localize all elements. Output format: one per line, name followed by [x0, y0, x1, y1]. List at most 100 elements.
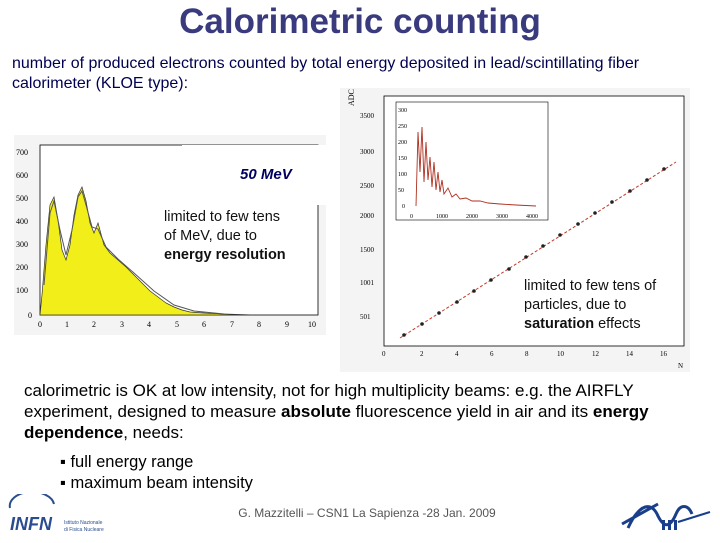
inset-y-tick: 250 [398, 124, 407, 130]
left-note-line: of MeV, due to [164, 228, 257, 244]
right-y-tick: 3000 [360, 148, 375, 156]
right-data-point [662, 167, 666, 171]
inset-frame [395, 101, 549, 221]
lab-logo-graphic [621, 502, 711, 530]
inset-y-tick: 0 [402, 204, 405, 210]
right-x-tick: 16 [660, 350, 668, 358]
body-bold-energy: energy dependence [24, 402, 649, 442]
inset-y-tick: 100 [398, 172, 407, 178]
right-data-point [437, 311, 441, 315]
inset-x-tick: 1000 [436, 214, 448, 220]
bullet-text: maximum beam intensity [70, 474, 253, 492]
lab-logo [618, 492, 714, 536]
left-x-tick: 10 [308, 320, 316, 329]
infn-logo-text: INFN [10, 514, 53, 534]
right-data-point [507, 267, 511, 271]
lab-logo-stroke [677, 511, 711, 523]
bullet-list: ▪ full energy range ▪ maximum beam inten… [60, 452, 253, 494]
right-data-point [524, 255, 528, 259]
infn-sub-text: Istituto Nazionale [64, 520, 103, 526]
right-data-point [576, 222, 580, 226]
left-y-tick: 300 [16, 240, 28, 249]
right-y-tick: 1500 [360, 246, 375, 254]
right-y-tick: 501 [360, 313, 371, 321]
right-corner-label: N [678, 362, 683, 370]
right-data-point [628, 189, 632, 193]
body-bold-absolute: absolute [281, 402, 351, 421]
energy-label: 50 MeV [240, 166, 292, 183]
right-y-axis-label: ADC [347, 89, 356, 106]
page-title: Calorimetric counting [179, 2, 541, 41]
left-y-tick: 500 [16, 194, 28, 203]
left-x-tick: 2 [92, 320, 96, 329]
inset-x-tick: 0 [410, 214, 413, 220]
left-x-tick: 6 [202, 320, 206, 329]
infn-logo: INFN Istituto Nazionale di Fisica Nuclea… [6, 490, 106, 538]
inset-y-tick: 200 [398, 140, 407, 146]
left-y-tick: 400 [16, 217, 28, 226]
bullet-item: ▪ maximum beam intensity [60, 474, 253, 492]
right-x-tick: 10 [557, 350, 565, 358]
right-x-tick: 6 [490, 350, 494, 358]
right-data-points [402, 167, 666, 337]
lab-logo-bar [674, 520, 677, 530]
right-y-tick: 2000 [360, 212, 375, 220]
left-x-tick: 5 [175, 320, 179, 329]
right-data-point [558, 233, 562, 237]
inset-x-tick: 4000 [526, 214, 538, 220]
inset-y-tick: 150 [398, 156, 407, 162]
inset-y-tick: 300 [398, 108, 407, 114]
right-x-tick: 4 [455, 350, 459, 358]
body-text-part: fluorescence yield in air and its [350, 402, 593, 421]
lab-logo-bar [668, 520, 671, 530]
right-note-line: particles, due to [524, 297, 627, 313]
inset-spectrum: 300 250 200 150 100 50 0 0 1000 2000 300… [395, 101, 549, 221]
right-x-tick: 8 [525, 350, 529, 358]
left-note-bold: energy resolution [164, 247, 286, 263]
inset-y-tick: 50 [398, 188, 404, 194]
body-text-part: calorimetric is OK at low intensity, not… [24, 381, 634, 421]
right-x-tick: 0 [382, 350, 386, 358]
bullet-text: full energy range [70, 453, 194, 471]
left-y-tick: 600 [16, 171, 28, 180]
right-data-point [541, 244, 545, 248]
body-paragraph: calorimetric is OK at low intensity, not… [24, 380, 704, 443]
right-y-tick: 3500 [360, 112, 375, 120]
left-x-tick: 9 [285, 320, 289, 329]
right-data-point [402, 333, 406, 337]
right-data-point [593, 211, 597, 215]
inset-spectrum-line [415, 126, 537, 207]
left-x-tick: 1 [65, 320, 69, 329]
left-x-tick: 8 [257, 320, 261, 329]
right-data-point [472, 289, 476, 293]
footer-text: G. Mazzitelli – CSN1 La Sapienza -28 Jan… [238, 506, 496, 520]
label-backdrop [182, 145, 332, 205]
infn-arc [8, 490, 55, 509]
bullet-item: ▪ full energy range [60, 453, 194, 471]
right-data-point [610, 200, 614, 204]
right-note-line: limited to few tens of [524, 278, 657, 294]
left-note: limited to few tens of MeV, due to energ… [164, 208, 286, 265]
right-x-tick: 12 [592, 350, 600, 358]
right-data-point [455, 300, 459, 304]
right-note-tail: effects [594, 316, 641, 332]
left-fit-curve [43, 189, 225, 315]
lab-logo-bar [662, 520, 665, 530]
inset-x-tick: 2000 [466, 214, 478, 220]
infn-logo-graphic: INFN Istituto Nazionale di Fisica Nuclea… [8, 490, 104, 534]
lab-logo-wave [621, 502, 694, 529]
right-x-tick: 14 [626, 350, 634, 358]
infn-sub-text: di Fisica Nucleare [64, 527, 104, 533]
right-y-tick: 1001 [360, 279, 375, 287]
right-note-bold: saturation [524, 316, 595, 332]
left-x-tick: 0 [38, 320, 42, 329]
left-x-tick: 4 [147, 320, 151, 329]
left-x-tick: 3 [120, 320, 124, 329]
inset-x-tick: 3000 [496, 214, 508, 220]
intro-text: number of produced electrons counted by … [12, 55, 640, 92]
right-data-point [420, 322, 424, 326]
left-y-tick: 200 [16, 263, 28, 272]
right-y-tick: 2500 [360, 182, 375, 190]
left-y-tick: 100 [16, 286, 28, 295]
left-note-line: limited to few tens [164, 209, 281, 225]
